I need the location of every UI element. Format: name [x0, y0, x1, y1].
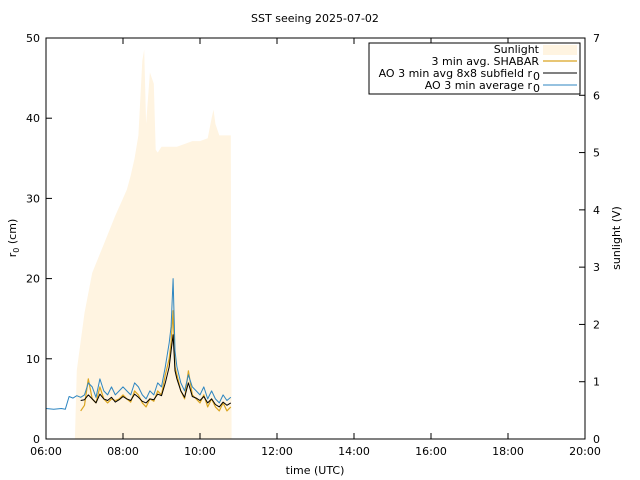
x-tick-label: 20:00 — [569, 445, 601, 458]
y-tick-label: 10 — [26, 353, 40, 366]
y-tick-label: 20 — [26, 273, 40, 286]
series-layer — [45, 49, 232, 439]
y-axis-label-subscript: 0 — [12, 248, 21, 253]
x-axis-label: time (UTC) — [286, 464, 345, 477]
x-tick-label: 18:00 — [492, 445, 524, 458]
x-tick-label: 16:00 — [415, 445, 447, 458]
y-axis-label-main: r — [6, 252, 19, 257]
y-tick-label: 50 — [26, 32, 40, 45]
legend-label-ao-subfield: AO 3 min avg 8x8 subfield r — [379, 67, 533, 80]
y-tick-label: 0 — [33, 433, 40, 446]
ticks-layer: 06:00 08:00 10:00 12:00 14:00 16:00 18:00 20:00… — [26, 32, 601, 458]
y2-tick-label: 0 — [593, 433, 600, 446]
x-tick-label: 14:00 — [338, 445, 370, 458]
y-axis-label: r0 (cm) — [6, 219, 21, 257]
y2-tick-label: 4 — [593, 204, 600, 217]
legend-swatch-sunlight — [543, 45, 577, 55]
legend-ao-subfield-subscript: 0 — [533, 70, 540, 83]
plot-frame — [45, 37, 586, 440]
chart-title: SST seeing 2025-07-02 — [251, 12, 379, 25]
legend-label-shabar: 3 min avg. SHABAR — [432, 55, 540, 68]
legend-ao-avg-main: AO 3 min average r — [425, 79, 533, 92]
y2-tick-label: 3 — [593, 261, 600, 274]
y-axis-label-unit: (cm) — [6, 219, 19, 248]
legend-ao-avg-subscript: 0 — [533, 82, 540, 95]
y2-tick-label: 1 — [593, 376, 600, 389]
y2-tick-label: 6 — [593, 89, 600, 102]
x-tick-label: 10:00 — [184, 445, 216, 458]
legend-ao-subfield-main: AO 3 min avg 8x8 subfield r — [379, 67, 533, 80]
legend-label-ao-avg: AO 3 min average r — [425, 79, 533, 92]
x-tick-label: 06:00 — [30, 445, 62, 458]
x-tick-label: 12:00 — [261, 445, 293, 458]
y-tick-label: 30 — [26, 192, 40, 205]
y2-tick-label: 2 — [593, 318, 600, 331]
series-sunlight-area — [74, 49, 232, 439]
y2-tick-label: 5 — [593, 147, 600, 160]
y-tick-label: 40 — [26, 112, 40, 125]
series-ao_avg-line — [45, 278, 232, 410]
y2-axis-label: sunlight (V) — [610, 206, 623, 270]
series-ao_subfield-line — [80, 334, 232, 408]
legend-label-sunlight: Sunlight — [494, 43, 540, 56]
y2-tick-label: 7 — [593, 32, 600, 45]
legend: Sunlight 3 min avg. SHABAR AO 3 min avg … — [368, 42, 581, 95]
x-tick-label: 08:00 — [107, 445, 139, 458]
